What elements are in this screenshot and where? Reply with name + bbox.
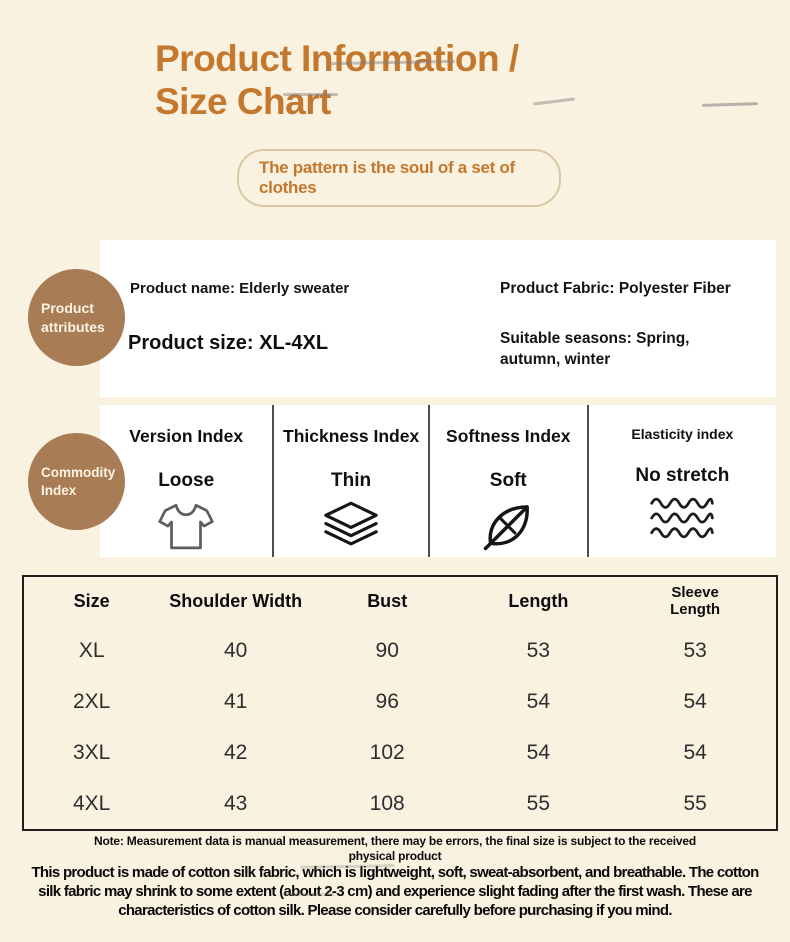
product-attributes-panel	[100, 240, 776, 397]
table-header-cell: Size	[73, 591, 110, 611]
product-fabric-text: Product Fabric: Polyester Fiber	[500, 280, 731, 297]
artifact-stroke	[701, 102, 759, 107]
index-column-title: Thickness Index	[283, 426, 420, 446]
index-column-title: Softness Index	[446, 426, 571, 446]
table-cell: 53	[683, 639, 707, 663]
table-header-cell: Bust	[367, 591, 408, 611]
table-cell: 55	[683, 791, 707, 815]
page-title-line1: Product Information /	[155, 38, 519, 79]
table-cell: 55	[526, 791, 551, 815]
table-header-cell: Length	[508, 591, 569, 611]
table-header-cell: Sleeve Length	[614, 577, 776, 626]
table-cell: 40	[224, 639, 248, 663]
tagline-pill: The pattern is the soul of a set of clot…	[237, 149, 561, 208]
table-cell: 41	[224, 690, 248, 714]
commodity-index-badge-label: Commodity Index	[41, 464, 116, 498]
size-chart-table: Size Shoulder Width Bust Length Sleeve L…	[22, 575, 778, 831]
table-cell: 42	[224, 740, 248, 764]
commodity-index-panel: Version Index Loose Thickness Index Thin…	[100, 405, 776, 557]
index-column-thickness: Thickness Index Thin	[272, 405, 427, 557]
waves-icon	[650, 497, 715, 539]
index-column-value: Loose	[158, 470, 215, 491]
artifact-stroke	[283, 93, 338, 96]
table-cell: 54	[683, 690, 707, 714]
page-title: Product Information / Size Chart	[155, 38, 519, 124]
index-column-value: Thin	[331, 470, 372, 491]
table-cell: 54	[526, 690, 551, 714]
table-cell: 2XL	[72, 690, 111, 714]
table-cell: 3XL	[72, 740, 111, 764]
table-cell: 43	[224, 791, 248, 815]
table-cell: 54	[526, 740, 551, 764]
tshirt-icon	[158, 503, 214, 550]
index-column-version: Version Index Loose	[100, 405, 272, 557]
suitable-seasons-text: Suitable seasons: Spring, autumn, winter	[500, 330, 690, 368]
table-cell: 96	[375, 690, 399, 714]
index-column-softness: Softness Index Soft	[427, 405, 587, 557]
description-text: This product is made of cotton silk fabr…	[31, 864, 759, 919]
leaf-icon	[483, 505, 530, 551]
table-cell: 4XL	[72, 791, 111, 815]
index-column-title: Elasticity index	[631, 426, 734, 442]
product-attributes-badge-label: Product attributes	[41, 300, 105, 335]
table-cell: XL	[78, 639, 105, 663]
note-text: Note: Measurement data is manual measure…	[94, 834, 696, 864]
tagline-text: The pattern is the soul of a set of clot…	[259, 158, 515, 198]
product-attributes-badge: Product attributes	[28, 269, 125, 366]
artifact-stroke	[280, 893, 335, 896]
table-cell: 90	[375, 639, 399, 663]
product-name-text: Product name: Elderly sweater	[130, 280, 350, 297]
page-title-line2: Size Chart	[155, 80, 331, 122]
artifact-stroke	[533, 97, 575, 106]
commodity-index-badge: Commodity Index	[28, 433, 125, 530]
table-cell: 108	[369, 791, 405, 815]
table-cell: 102	[369, 740, 405, 764]
table-cell: 54	[683, 740, 707, 764]
table-cell: 53	[526, 639, 551, 663]
index-column-value: No stretch	[635, 465, 730, 486]
index-column-value: Soft	[489, 470, 527, 491]
table-header-label: Sleeve Length	[670, 583, 721, 618]
table-header-cell: Shoulder Width	[169, 591, 303, 611]
product-size-text: Product size: XL-4XL	[128, 332, 329, 354]
index-column-title: Version Index	[129, 426, 244, 446]
index-column-elasticity: Elasticity index No stretch	[586, 405, 776, 557]
layers-icon	[324, 501, 378, 546]
